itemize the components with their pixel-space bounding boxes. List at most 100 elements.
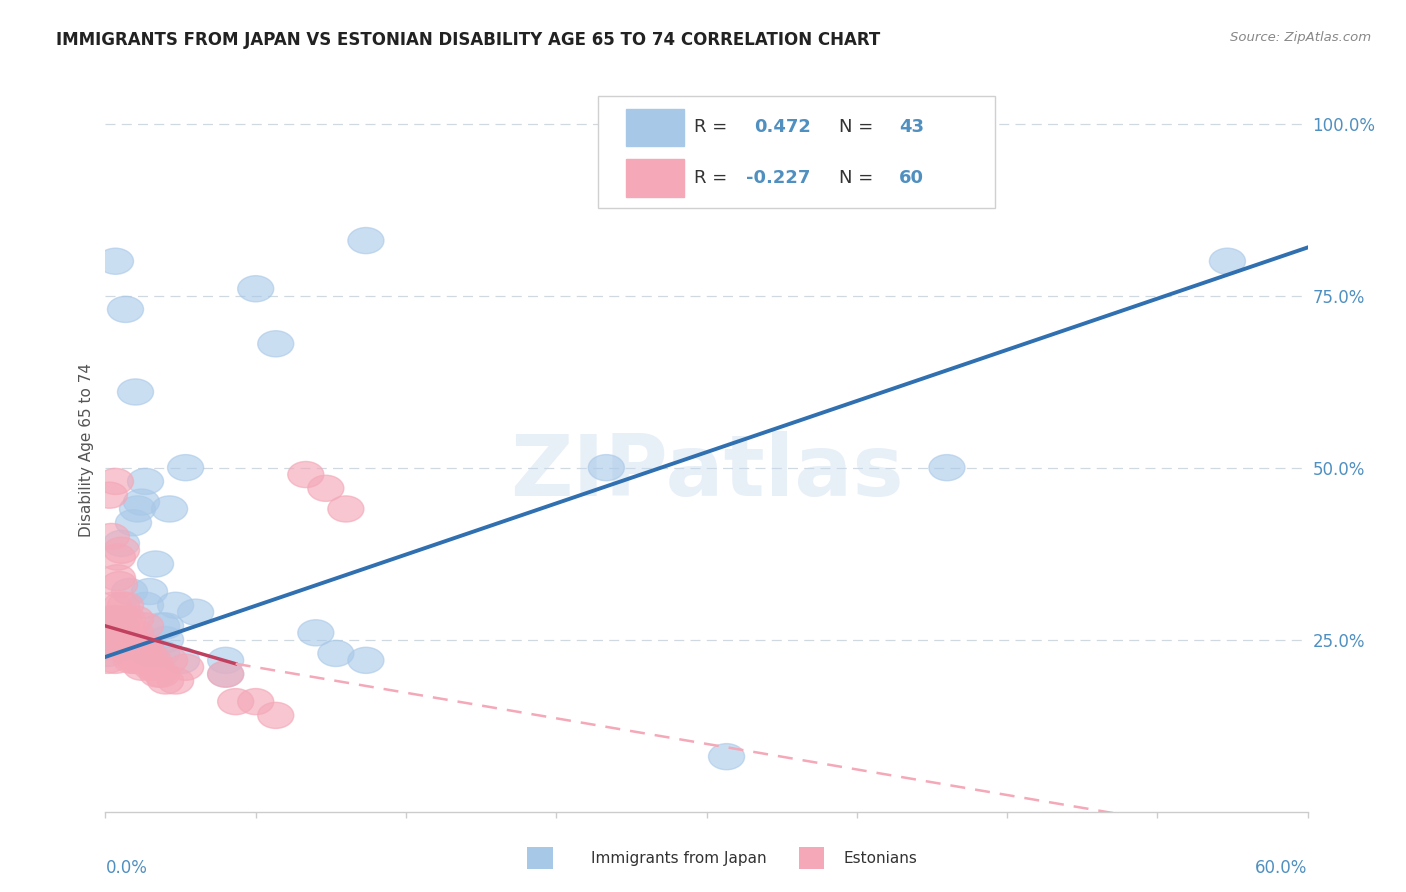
Ellipse shape: [177, 599, 214, 625]
Text: Source: ZipAtlas.com: Source: ZipAtlas.com: [1230, 31, 1371, 45]
Ellipse shape: [110, 606, 146, 632]
Ellipse shape: [288, 461, 323, 488]
Ellipse shape: [328, 496, 364, 522]
Ellipse shape: [167, 654, 204, 681]
Ellipse shape: [148, 626, 184, 653]
Ellipse shape: [157, 592, 194, 618]
Ellipse shape: [132, 648, 167, 673]
Ellipse shape: [107, 620, 143, 646]
Text: 60: 60: [898, 169, 924, 187]
Ellipse shape: [118, 648, 153, 673]
Ellipse shape: [139, 661, 176, 687]
Bar: [626, 160, 683, 197]
Ellipse shape: [91, 620, 128, 646]
Ellipse shape: [148, 668, 184, 694]
Y-axis label: Disability Age 65 to 74: Disability Age 65 to 74: [79, 363, 94, 538]
Ellipse shape: [152, 648, 187, 673]
Ellipse shape: [96, 592, 132, 618]
Ellipse shape: [298, 620, 333, 646]
Ellipse shape: [114, 648, 149, 673]
Ellipse shape: [110, 633, 146, 660]
Ellipse shape: [128, 648, 163, 673]
Ellipse shape: [318, 640, 354, 666]
Ellipse shape: [97, 648, 134, 673]
Ellipse shape: [96, 620, 132, 646]
Ellipse shape: [128, 613, 163, 639]
Text: ZIPatlas: ZIPatlas: [509, 431, 904, 514]
Ellipse shape: [129, 640, 166, 666]
Ellipse shape: [218, 689, 253, 714]
Ellipse shape: [104, 613, 139, 639]
Ellipse shape: [107, 296, 143, 323]
Ellipse shape: [124, 654, 159, 681]
Ellipse shape: [143, 661, 180, 687]
Ellipse shape: [148, 613, 184, 639]
Ellipse shape: [111, 620, 148, 646]
Ellipse shape: [105, 606, 142, 632]
Ellipse shape: [104, 592, 139, 618]
Ellipse shape: [143, 640, 180, 666]
Ellipse shape: [208, 661, 243, 687]
Ellipse shape: [90, 640, 125, 666]
Text: -0.227: -0.227: [747, 169, 811, 187]
Text: Estonians: Estonians: [844, 851, 918, 865]
Ellipse shape: [125, 648, 162, 673]
Ellipse shape: [120, 648, 156, 673]
Text: 60.0%: 60.0%: [1256, 859, 1308, 877]
Ellipse shape: [138, 654, 173, 681]
Ellipse shape: [1209, 248, 1246, 275]
Ellipse shape: [93, 524, 129, 549]
Ellipse shape: [93, 606, 129, 632]
Ellipse shape: [134, 654, 170, 681]
Ellipse shape: [90, 613, 125, 639]
Ellipse shape: [107, 633, 143, 660]
Ellipse shape: [257, 702, 294, 729]
Ellipse shape: [120, 633, 156, 660]
Text: IMMIGRANTS FROM JAPAN VS ESTONIAN DISABILITY AGE 65 TO 74 CORRELATION CHART: IMMIGRANTS FROM JAPAN VS ESTONIAN DISABI…: [56, 31, 880, 49]
Ellipse shape: [152, 496, 187, 522]
Ellipse shape: [124, 633, 159, 660]
Text: N =: N =: [839, 119, 879, 136]
Ellipse shape: [101, 620, 138, 646]
Ellipse shape: [111, 640, 148, 666]
Text: R =: R =: [695, 119, 734, 136]
Ellipse shape: [588, 455, 624, 481]
Ellipse shape: [97, 620, 134, 646]
Ellipse shape: [121, 640, 157, 666]
Ellipse shape: [107, 620, 143, 646]
Ellipse shape: [143, 613, 180, 639]
Ellipse shape: [128, 592, 163, 618]
Ellipse shape: [128, 633, 163, 660]
Ellipse shape: [104, 537, 139, 564]
Ellipse shape: [238, 689, 274, 714]
Ellipse shape: [107, 592, 143, 618]
Text: N =: N =: [839, 169, 879, 187]
Ellipse shape: [111, 578, 148, 605]
Ellipse shape: [100, 544, 135, 570]
Ellipse shape: [709, 744, 745, 770]
Ellipse shape: [97, 606, 134, 632]
Ellipse shape: [118, 379, 153, 405]
Ellipse shape: [118, 606, 153, 632]
Ellipse shape: [347, 227, 384, 253]
Ellipse shape: [96, 626, 132, 653]
Ellipse shape: [124, 489, 159, 516]
Ellipse shape: [115, 509, 152, 536]
Text: 43: 43: [898, 119, 924, 136]
Ellipse shape: [100, 606, 135, 632]
Bar: [626, 109, 683, 146]
Ellipse shape: [167, 455, 204, 481]
Ellipse shape: [91, 626, 128, 653]
Ellipse shape: [93, 606, 129, 632]
Ellipse shape: [90, 648, 125, 673]
Ellipse shape: [115, 633, 152, 660]
Text: Immigrants from Japan: Immigrants from Japan: [591, 851, 766, 865]
Ellipse shape: [132, 640, 167, 666]
Text: 0.472: 0.472: [755, 119, 811, 136]
Ellipse shape: [104, 530, 139, 557]
Ellipse shape: [208, 648, 243, 673]
Ellipse shape: [101, 620, 138, 646]
Ellipse shape: [97, 248, 134, 275]
Ellipse shape: [347, 648, 384, 673]
Ellipse shape: [238, 276, 274, 301]
